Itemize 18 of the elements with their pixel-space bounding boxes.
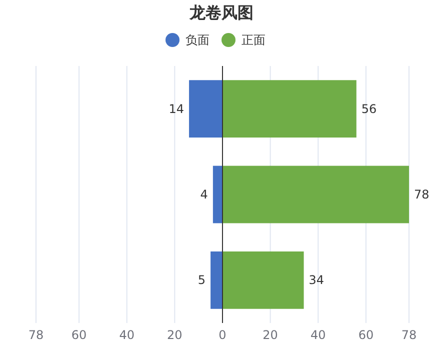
data-label: 5 <box>198 273 206 288</box>
x-tick-label: 40 <box>310 328 326 342</box>
x-tick-label: 78 <box>28 328 44 342</box>
chart-title: 龙卷风图 <box>188 3 254 22</box>
data-label: 78 <box>414 188 430 202</box>
x-tick-label: 78 <box>401 328 417 342</box>
legend-label: 正面 <box>242 33 266 47</box>
legend-label: 负面 <box>186 33 210 47</box>
data-label: 56 <box>361 102 377 116</box>
x-tick-label: 60 <box>358 328 374 342</box>
data-label: 34 <box>308 273 324 288</box>
x-tick-label: 20 <box>167 328 182 342</box>
x-tick-label: 40 <box>119 328 134 342</box>
x-tick-label: 20 <box>262 328 278 342</box>
data-label: 14 <box>168 102 184 116</box>
x-tick-label: 60 <box>71 328 87 342</box>
x-tick-label: 0 <box>218 328 226 342</box>
data-label: 4 <box>200 188 208 202</box>
